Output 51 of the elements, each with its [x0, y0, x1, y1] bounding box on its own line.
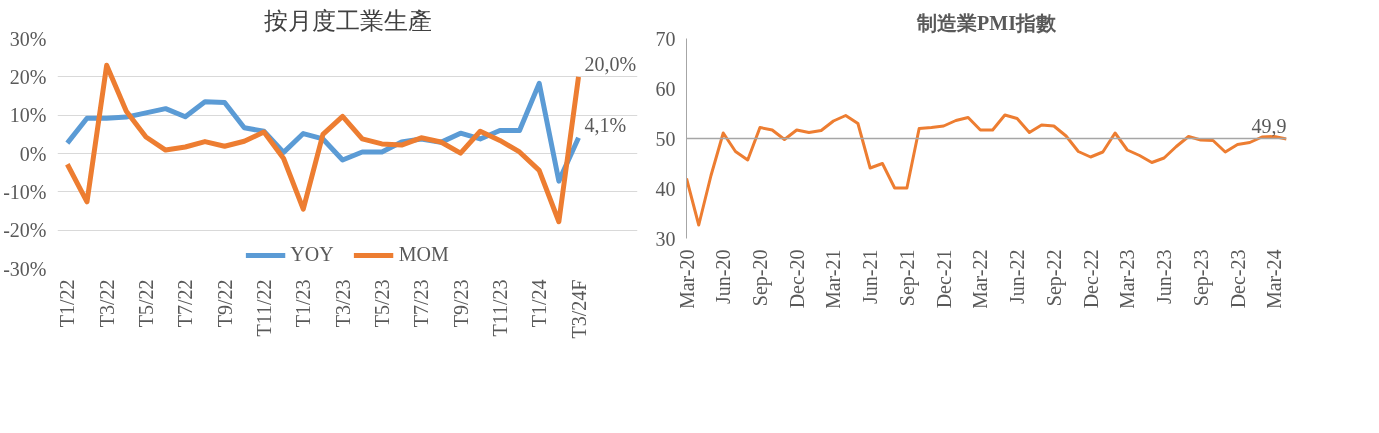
legend-label: MOM	[398, 243, 449, 266]
chart-title: 按月度工業生產	[263, 7, 432, 34]
data-label: 4,1%	[584, 113, 627, 136]
data-label: 49,9	[1251, 115, 1287, 137]
x-tick-label: T11/23	[488, 279, 511, 337]
x-tick-label: T3/23	[331, 279, 354, 328]
x-tick-label: Sep-20	[748, 249, 772, 307]
y-tick-label: -10%	[3, 180, 47, 203]
x-tick-label: Dec-23	[1226, 249, 1249, 309]
x-tick-label: Sep-21	[895, 249, 919, 307]
x-tick-label: T1/24	[528, 279, 551, 328]
x-tick-label: Jun-20	[712, 249, 735, 304]
x-tick-label: Mar-22	[969, 249, 992, 310]
x-tick-label: Sep-22	[1042, 249, 1066, 307]
legend-label: YOY	[290, 243, 334, 266]
y-tick-label: 20%	[9, 65, 47, 88]
x-tick-label: Sep-23	[1189, 249, 1213, 307]
x-tick-label: T11/22	[252, 279, 275, 337]
y-tick-label: -20%	[3, 219, 47, 242]
x-tick-label: T1/23	[292, 279, 315, 328]
x-tick-label: T7/22	[174, 279, 197, 328]
x-tick-label: Mar-24	[1263, 249, 1286, 310]
y-tick-label: 70	[655, 27, 676, 50]
x-tick-label: T9/23	[449, 279, 472, 328]
x-tick-label: Jun-23	[1153, 249, 1176, 304]
x-tick-label: Jun-21	[859, 249, 882, 304]
x-tick-label: Dec-22	[1079, 249, 1102, 309]
x-tick-label: Dec-21	[932, 249, 955, 309]
data-label: 20,0%	[584, 52, 637, 75]
x-tick-label: T1/22	[56, 279, 79, 328]
chart-title: 制造業PMI指數	[916, 11, 1057, 34]
x-tick-label: Dec-20	[785, 249, 808, 309]
line-series	[686, 113, 1287, 227]
y-tick-label: 0%	[19, 142, 47, 165]
y-tick-label: 30%	[9, 27, 47, 50]
x-tick-label: Mar-23	[1116, 249, 1139, 310]
y-tick-label: 60	[655, 77, 676, 100]
x-tick-label: Mar-20	[675, 249, 698, 310]
x-tick-label: T7/23	[410, 279, 433, 328]
y-tick-label: -30%	[3, 257, 47, 280]
x-tick-label: Jun-22	[1006, 249, 1029, 304]
y-tick-label: 50	[655, 127, 676, 150]
y-tick-label: 40	[655, 177, 676, 200]
x-tick-label: Mar-21	[822, 249, 845, 310]
x-tick-label: T5/22	[134, 279, 157, 328]
x-tick-label: T3/22	[95, 279, 118, 328]
y-tick-label: 30	[655, 227, 676, 250]
x-tick-label: T9/22	[213, 279, 236, 328]
x-tick-label: T5/23	[370, 279, 393, 328]
y-tick-label: 10%	[9, 104, 47, 127]
x-tick-label: T3/24F	[567, 279, 590, 339]
